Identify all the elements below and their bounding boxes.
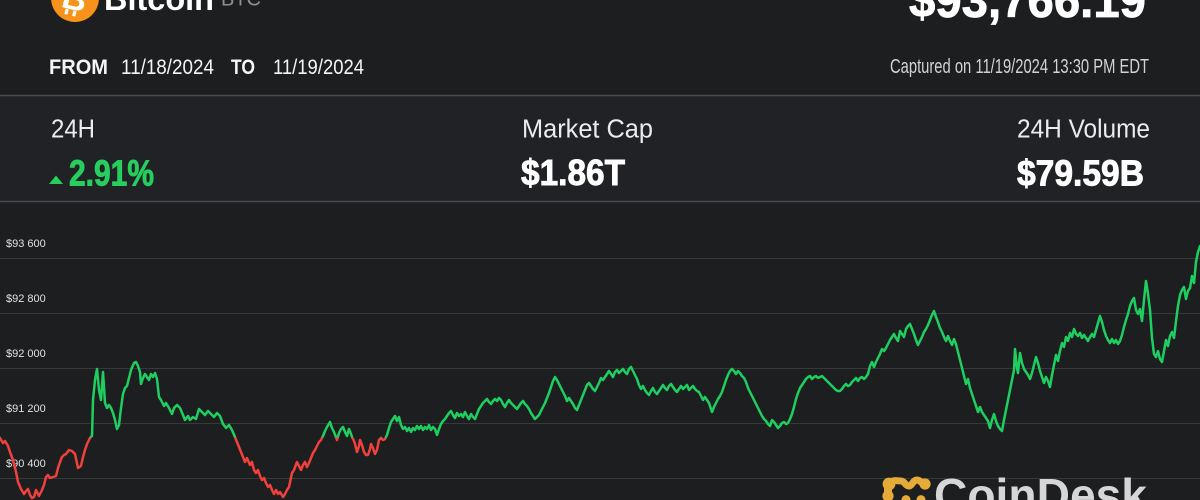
svg-text:2.91%: 2.91% — [69, 153, 154, 194]
svg-text:$93,766.19: $93,766.19 — [909, 0, 1146, 28]
svg-text:$79.59B: $79.59B — [1017, 153, 1144, 194]
svg-text:$92 000: $92 000 — [6, 348, 46, 360]
svg-text:BTC: BTC — [221, 0, 261, 11]
svg-text:TO: TO — [231, 56, 255, 79]
svg-text:CoinDesk: CoinDesk — [934, 469, 1147, 500]
svg-text:11/18/2024: 11/18/2024 — [121, 56, 214, 79]
svg-text:$93 600: $93 600 — [6, 238, 46, 250]
svg-text:Market Cap: Market Cap — [522, 116, 653, 144]
svg-text:24H Volume: 24H Volume — [1017, 116, 1150, 144]
svg-text:$92 800: $92 800 — [6, 293, 46, 305]
svg-text:Captured on 11/19/2024 13:30 P: Captured on 11/19/2024 13:30 PM EDT — [890, 55, 1149, 78]
svg-text:Bitcoin: Bitcoin — [104, 0, 214, 17]
svg-text:24H: 24H — [51, 116, 95, 144]
svg-text:B: B — [58, 0, 91, 20]
svg-text:$91 200: $91 200 — [6, 403, 46, 415]
svg-text:11/19/2024: 11/19/2024 — [273, 56, 364, 79]
svg-text:$1.86T: $1.86T — [521, 152, 625, 193]
svg-text:FROM: FROM — [49, 56, 108, 79]
